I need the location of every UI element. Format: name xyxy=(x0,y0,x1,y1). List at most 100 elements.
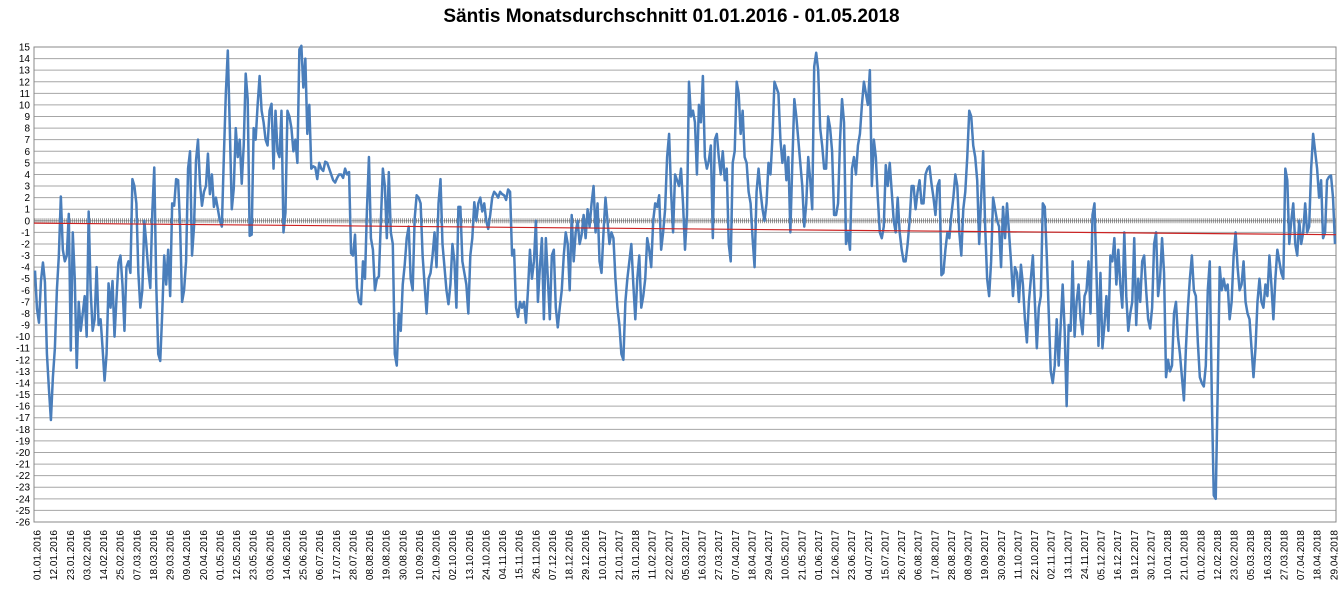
y-tick-label: 13 xyxy=(19,66,31,77)
x-tick-label: 28.08.2017 xyxy=(947,530,958,580)
y-tick-label: -17 xyxy=(16,413,31,424)
x-tick-label: 03.06.2016 xyxy=(265,530,276,580)
x-tick-label: 08.08.2016 xyxy=(365,530,376,580)
x-tick-label: 29.12.2016 xyxy=(581,530,592,580)
x-tick-label: 21.01.2017 xyxy=(614,530,625,580)
x-tick-label: 02.10.2016 xyxy=(448,530,459,580)
y-axis: 1514131211109876543210-1-2-3-4-5-6-7-8-9… xyxy=(16,43,31,529)
x-tick-label: 14.02.2016 xyxy=(99,530,110,580)
plot-frame xyxy=(33,46,1337,523)
y-tick-label: 0 xyxy=(24,216,30,227)
x-tick-label: 09.04.2016 xyxy=(182,530,193,580)
x-tick-label: 20.04.2016 xyxy=(199,530,210,580)
y-tick-label: -4 xyxy=(21,263,30,274)
x-tick-label: 19.12.2017 xyxy=(1130,530,1141,580)
x-tick-label: 22.02.2017 xyxy=(664,530,675,580)
x-axis: 01.01.2016 12.01.2016 23.01.2016 03.02.2016… xyxy=(33,530,1341,580)
x-tick-label: 04.07.2017 xyxy=(864,530,875,580)
x-tick-label: 19.09.2017 xyxy=(980,530,991,580)
y-tick-label: 14 xyxy=(19,54,31,65)
y-tick-label: -24 xyxy=(16,494,31,505)
y-tick-label: 12 xyxy=(19,77,31,88)
x-tick-label: 07.04.2017 xyxy=(731,530,742,580)
x-tick-label: 18.04.2018 xyxy=(1313,530,1324,580)
x-tick-label: 18.03.2016 xyxy=(149,530,160,580)
x-tick-label: 13.10.2016 xyxy=(465,530,476,580)
x-tick-label: 12.05.2016 xyxy=(232,530,243,580)
x-tick-label: 16.03.2017 xyxy=(698,530,709,580)
y-tick-label: -26 xyxy=(16,518,31,529)
y-tick-label: 9 xyxy=(24,112,30,123)
x-tick-label: 29.04.2017 xyxy=(764,530,775,580)
y-tick-label: -1 xyxy=(21,228,30,239)
y-tick-label: -15 xyxy=(16,390,31,401)
y-tick-label: 4 xyxy=(24,170,30,181)
y-tick-label: -12 xyxy=(16,355,31,366)
x-tick-label: 06.07.2016 xyxy=(315,530,326,580)
y-tick-label: 6 xyxy=(24,147,30,158)
y-tick-label: -8 xyxy=(21,309,30,320)
x-tick-label: 12.02.2018 xyxy=(1213,530,1224,580)
y-tick-label: 7 xyxy=(24,135,30,146)
trend-line xyxy=(33,222,1337,236)
y-tick-label: -7 xyxy=(21,297,30,308)
x-tick-label: 16.03.2018 xyxy=(1263,530,1274,580)
y-tick-label: -14 xyxy=(16,378,31,389)
x-tick-label: 17.07.2016 xyxy=(332,530,343,580)
x-tick-label: 07.12.2016 xyxy=(548,530,559,580)
x-tick-label: 16.12.2017 xyxy=(1113,530,1124,580)
y-tick-label: -21 xyxy=(16,460,31,471)
x-tick-label: 23.05.2016 xyxy=(249,530,260,580)
x-tick-label: 05.12.2017 xyxy=(1097,530,1108,580)
y-tick-label: -16 xyxy=(16,402,31,413)
x-tick-label: 30.08.2016 xyxy=(398,530,409,580)
x-tick-label: 25.06.2016 xyxy=(299,530,310,580)
y-tick-label: -5 xyxy=(21,274,30,285)
x-tick-label: 29.03.2016 xyxy=(166,530,177,580)
x-tick-label: 03.02.2016 xyxy=(82,530,93,580)
x-tick-label: 10.01.2018 xyxy=(1163,530,1174,580)
x-tick-label: 04.11.2016 xyxy=(498,530,509,580)
y-tick-label: -23 xyxy=(16,483,31,494)
x-tick-label: 11.02.2017 xyxy=(648,530,659,580)
x-tick-label: 24.10.2016 xyxy=(481,530,492,580)
y-tick-label: -18 xyxy=(16,425,31,436)
x-tick-label: 12.06.2017 xyxy=(831,530,842,580)
x-tick-label: 23.02.2018 xyxy=(1230,530,1241,580)
x-tick-label: 13.11.2017 xyxy=(1063,530,1074,580)
y-tick-label: 5 xyxy=(24,158,30,169)
gridlines xyxy=(33,46,1337,523)
x-tick-label: 25.02.2016 xyxy=(116,530,127,580)
y-tick-label: -10 xyxy=(16,332,31,343)
x-tick-label: 28.07.2016 xyxy=(348,530,359,580)
x-tick-label: 27.03.2018 xyxy=(1279,530,1290,580)
x-tick-label: 31.01.2018 xyxy=(631,530,642,580)
y-tick-label: -11 xyxy=(16,344,30,355)
x-tick-label: 11.10.2017 xyxy=(1013,530,1024,580)
x-tick-label: 10.01.2017 xyxy=(598,530,609,580)
x-tick-label: 18.04.2017 xyxy=(747,530,758,580)
x-tick-label: 01.02.2018 xyxy=(1196,530,1207,580)
x-tick-label: 14.06.2016 xyxy=(282,530,293,580)
x-tick-label: 21.01.2018 xyxy=(1180,530,1191,580)
x-tick-label: 15.07.2017 xyxy=(880,530,891,580)
x-tick-label: 24.11.2017 xyxy=(1080,530,1091,580)
series-line-monthly-average xyxy=(33,44,1337,501)
y-tick-label: 11 xyxy=(20,89,31,100)
x-tick-label: 01.06.2017 xyxy=(814,530,825,580)
x-tick-label: 12.01.2016 xyxy=(49,530,60,580)
y-tick-label: 8 xyxy=(24,124,30,135)
x-tick-label: 10.05.2017 xyxy=(781,530,792,580)
series-layer xyxy=(33,44,1337,501)
y-tick-label: 3 xyxy=(24,182,30,193)
x-tick-label: 01.01.2016 xyxy=(33,530,44,580)
y-tick-label: 10 xyxy=(19,100,31,111)
x-tick-label: 07.04.2018 xyxy=(1296,530,1307,580)
y-tick-label: -3 xyxy=(21,251,30,262)
x-tick-label: 26.07.2017 xyxy=(897,530,908,580)
y-tick-label: 1 xyxy=(24,205,30,216)
x-tick-label: 05.03.2018 xyxy=(1246,530,1257,580)
x-tick-label: 23.01.2016 xyxy=(66,530,77,580)
y-tick-label: -19 xyxy=(16,436,31,447)
